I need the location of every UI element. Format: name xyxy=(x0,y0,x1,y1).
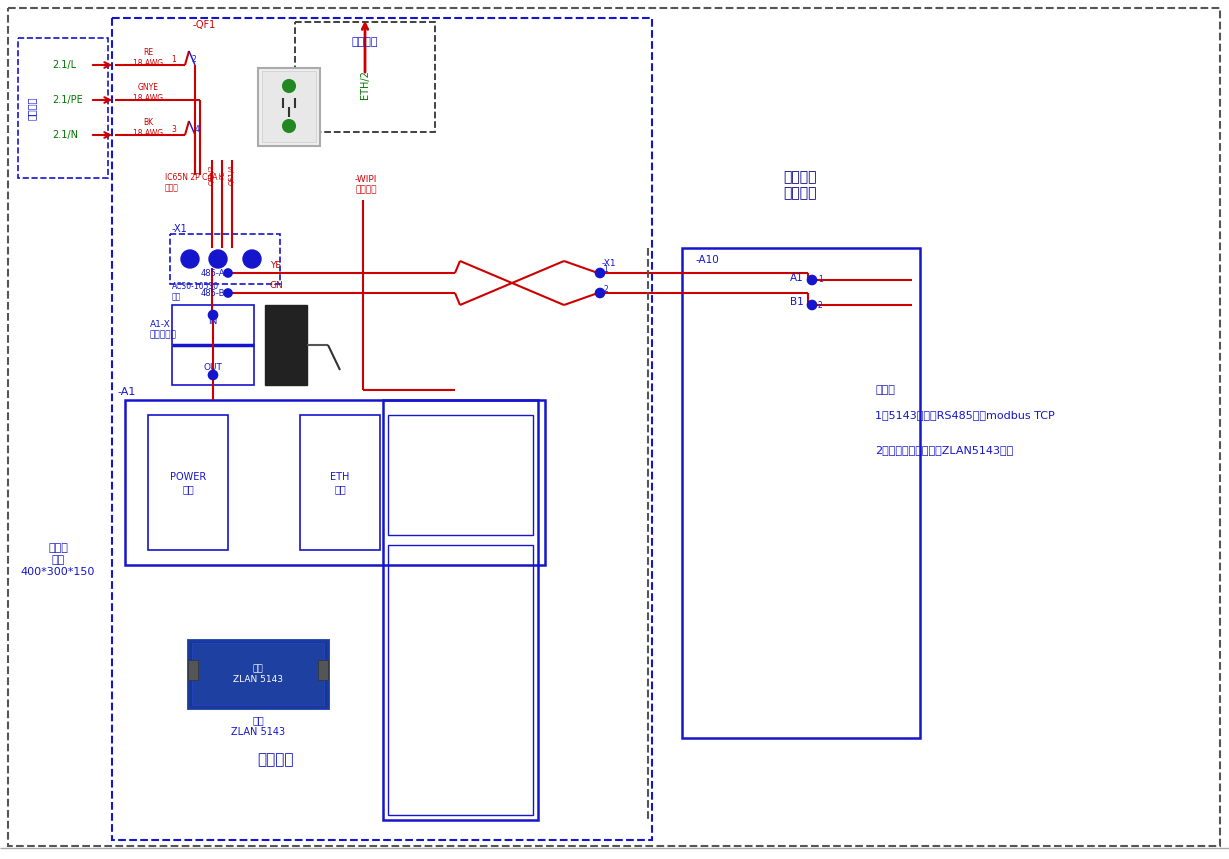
Text: 卓岚
ZLAN 5143: 卓岚 ZLAN 5143 xyxy=(234,664,283,684)
Text: PE: PE xyxy=(214,254,222,264)
Bar xyxy=(262,71,316,142)
Circle shape xyxy=(181,250,199,268)
Bar xyxy=(318,660,328,680)
Text: 2、通过串口线连接至ZLAN5143模块: 2、通过串口线连接至ZLAN5143模块 xyxy=(875,445,1013,455)
Text: PE: PE xyxy=(219,171,225,180)
Bar xyxy=(18,38,108,178)
Text: 1: 1 xyxy=(603,265,608,273)
Text: 2: 2 xyxy=(192,54,197,64)
Text: -X1: -X1 xyxy=(172,224,188,234)
Text: A1: A1 xyxy=(790,273,804,283)
Circle shape xyxy=(596,289,605,297)
Text: 说明：: 说明： xyxy=(875,385,895,395)
Circle shape xyxy=(243,250,261,268)
Circle shape xyxy=(209,250,227,268)
Text: 4: 4 xyxy=(194,125,199,133)
Bar xyxy=(265,305,307,385)
Bar xyxy=(112,18,653,840)
Text: IC65N 2P C4A
施耶德: IC65N 2P C4A 施耶德 xyxy=(165,174,218,192)
Text: 2.1/PE: 2.1/PE xyxy=(52,95,82,105)
Bar xyxy=(172,305,254,385)
Text: 改造设备
控制系统: 改造设备 控制系统 xyxy=(783,170,817,200)
Text: YE: YE xyxy=(270,261,281,271)
Text: 3: 3 xyxy=(172,125,177,133)
Circle shape xyxy=(209,370,218,380)
Text: -WIPI
成品网线: -WIPI 成品网线 xyxy=(355,175,377,195)
Bar xyxy=(682,248,921,738)
Bar xyxy=(147,415,229,550)
Bar xyxy=(388,415,533,535)
Bar xyxy=(125,400,544,565)
Circle shape xyxy=(596,269,605,277)
Text: 2.1/L: 2.1/L xyxy=(52,60,76,70)
Text: 2: 2 xyxy=(249,254,254,264)
Text: 1: 1 xyxy=(188,254,193,264)
Circle shape xyxy=(224,269,232,277)
Text: 中控系统: 中控系统 xyxy=(351,37,379,47)
Text: 1、5143模块将RS485转为modbus TCP: 1、5143模块将RS485转为modbus TCP xyxy=(875,410,1054,420)
Text: 1: 1 xyxy=(819,276,822,284)
Bar xyxy=(192,643,324,705)
Bar xyxy=(188,660,198,680)
Text: -A10: -A10 xyxy=(696,255,719,265)
Text: RE
18 AWG: RE 18 AWG xyxy=(133,48,163,68)
Text: 485-B: 485-B xyxy=(200,289,225,297)
Bar xyxy=(188,640,328,708)
Circle shape xyxy=(209,310,218,320)
Bar xyxy=(383,400,538,820)
Circle shape xyxy=(283,80,295,92)
Text: -A1: -A1 xyxy=(117,387,135,397)
Text: 工厂电源: 工厂电源 xyxy=(27,96,37,119)
Text: ETH
网口: ETH 网口 xyxy=(331,472,350,494)
Circle shape xyxy=(224,289,232,297)
Text: A1-X
电源适配器: A1-X 电源适配器 xyxy=(150,320,177,339)
Bar xyxy=(300,415,380,550)
Text: OUT: OUT xyxy=(204,363,222,373)
Bar xyxy=(170,234,280,284)
Bar xyxy=(295,22,435,132)
Text: 2.1/N: 2.1/N xyxy=(52,130,77,140)
Circle shape xyxy=(807,301,816,309)
Text: GNYE
18 AWG: GNYE 18 AWG xyxy=(133,83,163,103)
Text: QF1/4: QF1/4 xyxy=(229,165,235,186)
Text: GN: GN xyxy=(270,282,284,290)
Text: 485-A: 485-A xyxy=(200,269,225,277)
Circle shape xyxy=(807,276,816,284)
Text: B1: B1 xyxy=(790,297,804,307)
Bar xyxy=(388,545,533,815)
Text: 电控笱
正泰
400*300*150: 电控笱 正泰 400*300*150 xyxy=(21,544,95,576)
Text: ETH/2: ETH/2 xyxy=(360,70,370,100)
Circle shape xyxy=(283,120,295,132)
Text: 通讯模块: 通讯模块 xyxy=(257,752,294,767)
Text: AC30-10530
正泰: AC30-10530 正泰 xyxy=(172,283,219,302)
Text: -X1: -X1 xyxy=(602,259,617,267)
Text: 卓岚
ZLAN 5143: 卓岚 ZLAN 5143 xyxy=(231,716,285,737)
Text: 1: 1 xyxy=(172,54,177,64)
Text: IN: IN xyxy=(208,318,218,326)
Text: BK
18 AWG: BK 18 AWG xyxy=(133,119,163,137)
Bar xyxy=(258,68,320,146)
Text: 2: 2 xyxy=(603,284,608,294)
Text: 2: 2 xyxy=(819,301,822,309)
Text: -QF1: -QF1 xyxy=(193,20,216,30)
Text: QF1/2: QF1/2 xyxy=(209,165,215,186)
Text: POWER
电源: POWER 电源 xyxy=(170,472,206,494)
